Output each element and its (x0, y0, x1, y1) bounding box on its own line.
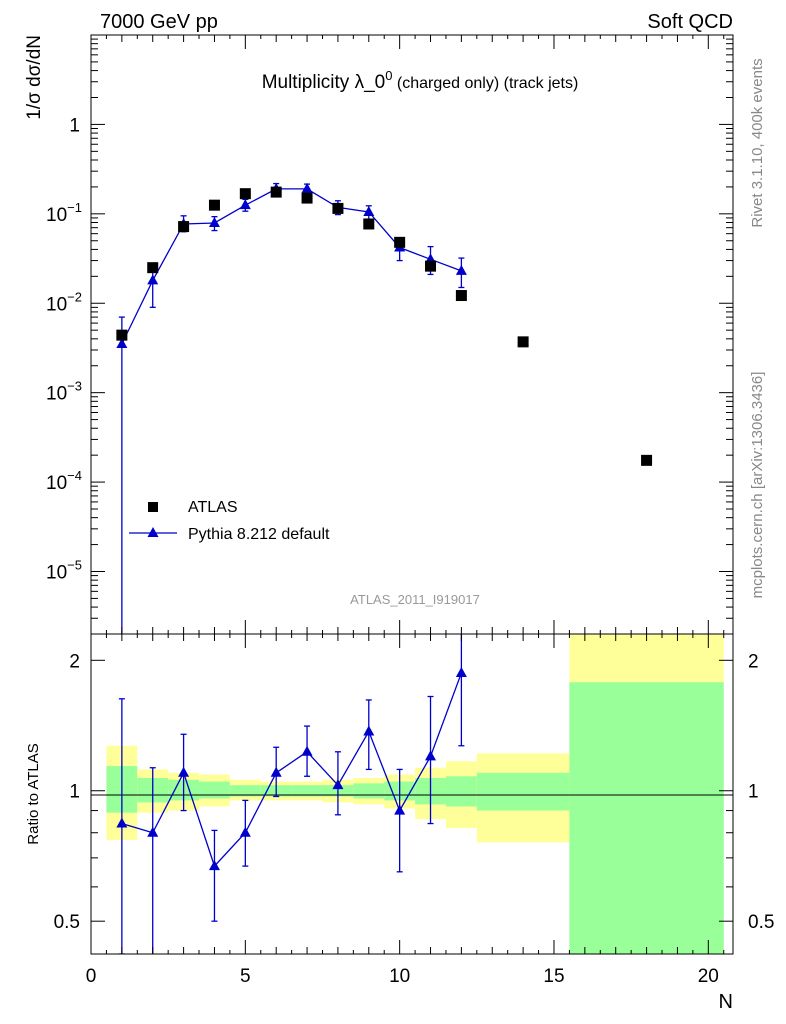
y-tick-label: 10−1 (46, 200, 82, 226)
x-tick-label: 10 (389, 966, 410, 987)
pythia-point (363, 205, 375, 216)
ratio-pythia-point (332, 779, 344, 790)
ratio-band-green (476, 772, 570, 811)
pythia-point (455, 264, 467, 275)
ratio-pythia-point (147, 826, 159, 837)
ratio-pythia-point (208, 860, 220, 871)
pythia-point (208, 216, 220, 227)
main-ylabel: 1/σ dσ/dN (24, 35, 45, 120)
atlas-point (394, 236, 406, 248)
pythia-point (116, 338, 128, 349)
ratio-band-green (229, 785, 261, 797)
ratio-band-green (445, 776, 477, 807)
ratio-pythia-point (116, 817, 128, 828)
atlas-point (425, 260, 437, 272)
legend-pythia-label: Pythia 8.212 default (188, 526, 330, 543)
ratio-pythia-point (425, 750, 437, 761)
x-tick-label: 0 (86, 966, 97, 987)
legend-atlas-marker (148, 502, 158, 512)
ratio-pythia-point (270, 766, 282, 777)
ratio-plot-markers (116, 634, 467, 954)
atlas-point (147, 262, 159, 274)
ratio-y-tick-label-right: 1 (748, 782, 759, 803)
axis-tick-labels: 0 5 10 15 20 1 10−1 10−2 10−3 10−4 10−5 0.5 0.5 1 1 2 2 (46, 115, 774, 987)
ratio-y-tick-label: 0.5 (54, 912, 80, 933)
y-tick-label: 10−3 (46, 379, 82, 405)
main-plot-markers (116, 182, 653, 634)
y-tick-label: 10−2 (46, 289, 82, 315)
atlas-point (363, 218, 375, 230)
ratio-band-green (353, 783, 385, 799)
legend-atlas-label: ATLAS (188, 499, 238, 516)
ratio-band-green (569, 682, 724, 954)
plot-title-main: Multiplicity λ_0 (262, 72, 386, 93)
y-tick-label: 1 (69, 115, 80, 136)
plot-title: Multiplicity λ_00 (charged only) (track … (262, 68, 579, 93)
atlas-point (455, 290, 467, 302)
atlas-point (208, 199, 220, 211)
ratio-pythia-point (301, 745, 313, 756)
atlas-point (178, 221, 190, 233)
main-plot-frame (90, 34, 734, 635)
ratio-pythia-point (239, 826, 251, 837)
y-tick-label: 10−5 (46, 558, 82, 584)
process-label: Soft QCD (647, 11, 733, 33)
analysis-watermark: ATLAS_2011_I919017 (350, 592, 480, 607)
pythia-point (301, 182, 313, 193)
mcplots-label: mcplots.cern.ch [arXiv:1306.3436] (749, 372, 766, 599)
ratio-band-green (199, 781, 230, 799)
ratio-pythia-point (363, 725, 375, 736)
ratio-pythia-point (455, 666, 467, 677)
atlas-point (239, 188, 251, 200)
pythia-line (121, 188, 462, 345)
x-axis-label: N (719, 991, 733, 1013)
ratio-plot-frame (90, 633, 734, 955)
plot-title-rest: (charged only) (track jets) (392, 75, 578, 92)
atlas-point (332, 202, 344, 214)
atlas-point (517, 336, 529, 348)
atlas-point (270, 186, 282, 198)
ratio-y-tick-label: 1 (69, 782, 80, 803)
ratio-pythia-point (178, 766, 190, 777)
plot-title-sup: 0 (385, 68, 392, 83)
x-tick-label: 20 (698, 966, 719, 987)
legend-pythia-marker (147, 527, 159, 537)
ratio-y-tick-label: 2 (69, 651, 80, 672)
ratio-pythia-point (394, 804, 406, 815)
atlas-point (301, 192, 313, 204)
legend: ATLAS Pythia 8.212 default (129, 499, 330, 543)
pythia-point (147, 274, 159, 285)
y-tick-label: 10−4 (46, 468, 82, 494)
energy-label: 7000 GeV pp (100, 11, 218, 33)
ratio-y-tick-label-right: 0.5 (748, 912, 774, 933)
ratio-ylabel: Ratio to ATLAS (25, 743, 42, 844)
ratio-y-tick-label-right: 2 (748, 651, 759, 672)
x-tick-label: 5 (240, 966, 251, 987)
x-tick-label: 15 (543, 966, 564, 987)
rivet-label: Rivet 3.1.10, 400k events (749, 58, 766, 227)
atlas-point (116, 329, 128, 341)
ratio-band-green (291, 785, 323, 797)
pythia-point (239, 199, 251, 210)
ratio-pythia-line (121, 672, 462, 868)
atlas-point (641, 454, 653, 466)
ratio-uncertainty-bands (106, 634, 724, 954)
